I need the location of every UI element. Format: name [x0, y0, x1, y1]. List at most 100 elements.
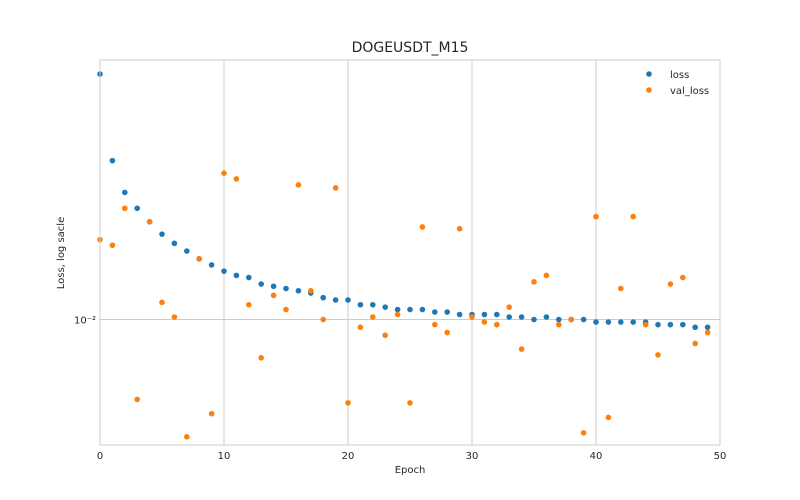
data-point-val-loss	[506, 304, 512, 310]
data-point-val-loss	[109, 242, 116, 249]
y-tick-label: 10⁻²	[74, 316, 96, 327]
data-point-val-loss	[556, 321, 562, 328]
data-point-val-loss	[680, 274, 686, 281]
data-point-val-loss	[283, 306, 289, 313]
y-tick-labels: 10⁻²	[74, 316, 96, 327]
x-tick-label: 40	[590, 451, 603, 462]
data-point-loss	[382, 304, 389, 310]
legend-marker-loss	[646, 71, 652, 77]
data-point-loss	[184, 248, 190, 254]
data-point-loss	[109, 157, 116, 164]
data-point-val-loss	[270, 292, 277, 299]
data-point-loss	[295, 287, 302, 294]
data-point-loss	[506, 314, 512, 320]
data-point-val-loss	[494, 321, 500, 328]
data-point-val-loss	[655, 352, 661, 358]
data-point-loss	[593, 319, 599, 325]
data-point-loss	[159, 231, 165, 237]
data-point-val-loss	[568, 316, 574, 323]
data-point-val-loss	[146, 218, 153, 225]
data-point-val-loss	[469, 314, 475, 320]
data-point-loss	[407, 306, 413, 313]
data-point-loss	[370, 301, 376, 308]
data-point-loss	[704, 324, 711, 331]
data-point-val-loss	[134, 396, 140, 403]
data-point-loss	[432, 309, 438, 315]
data-points	[97, 71, 711, 440]
data-point-loss	[655, 321, 661, 328]
data-point-loss	[270, 283, 277, 290]
data-point-val-loss	[246, 301, 252, 308]
data-point-loss	[171, 240, 178, 247]
data-point-val-loss	[308, 287, 314, 294]
data-point-loss	[258, 281, 265, 287]
data-point-loss	[394, 306, 401, 313]
data-point-loss	[283, 285, 289, 292]
data-point-val-loss	[605, 414, 612, 421]
series-val-loss	[97, 170, 711, 440]
data-point-loss	[134, 205, 140, 212]
legend: loss val_loss	[646, 70, 709, 97]
data-point-loss	[494, 311, 500, 318]
x-tick-label: 20	[342, 451, 355, 462]
x-tick-label: 50	[714, 451, 727, 462]
data-point-val-loss	[208, 410, 215, 417]
data-point-val-loss	[258, 355, 265, 361]
data-point-loss	[543, 314, 550, 320]
data-point-val-loss	[233, 176, 240, 182]
x-tick-labels: 0 10 20 30 40 50	[97, 451, 727, 462]
data-point-val-loss	[593, 213, 599, 220]
data-point-loss	[320, 294, 327, 301]
data-point-val-loss	[159, 299, 165, 306]
x-axis-label: Epoch	[395, 465, 426, 476]
legend-marker-val-loss	[646, 87, 652, 93]
data-point-loss	[233, 272, 240, 279]
data-point-loss	[456, 311, 463, 318]
data-point-val-loss	[394, 311, 401, 318]
data-point-val-loss	[184, 434, 190, 440]
data-point-val-loss	[692, 340, 698, 347]
data-point-loss	[419, 306, 426, 313]
data-point-val-loss	[122, 205, 128, 212]
legend-label-loss: loss	[670, 70, 689, 81]
legend-label-val-loss: val_loss	[670, 86, 709, 97]
data-point-loss	[345, 297, 351, 303]
data-point-val-loss	[320, 316, 327, 323]
data-point-loss	[667, 321, 674, 328]
data-point-val-loss	[543, 272, 550, 279]
data-point-loss	[531, 316, 537, 323]
data-point-loss	[680, 321, 686, 328]
data-point-val-loss	[642, 321, 649, 328]
data-point-val-loss	[531, 279, 537, 285]
data-point-val-loss	[171, 314, 178, 320]
data-point-val-loss	[456, 225, 463, 232]
data-point-loss	[208, 262, 215, 268]
data-point-val-loss	[580, 430, 587, 436]
y-axis-label: Loss, log sacle	[56, 217, 67, 289]
data-point-val-loss	[382, 332, 389, 339]
x-tick-label: 10	[218, 451, 231, 462]
data-point-val-loss	[196, 256, 202, 262]
data-point-val-loss	[618, 285, 624, 292]
grid	[100, 60, 720, 445]
data-point-val-loss	[481, 319, 488, 325]
data-point-val-loss	[407, 400, 413, 406]
data-point-loss	[357, 301, 364, 308]
data-point-val-loss	[221, 170, 227, 176]
data-point-loss	[221, 268, 227, 274]
data-point-val-loss	[370, 314, 376, 320]
data-point-val-loss	[432, 321, 438, 328]
chart-title: DOGEUSDT_M15	[352, 40, 469, 56]
data-point-val-loss	[518, 346, 525, 352]
x-tick-label: 30	[466, 451, 479, 462]
data-point-loss	[605, 319, 612, 325]
data-point-val-loss	[444, 329, 451, 336]
data-point-loss	[122, 189, 128, 196]
data-point-loss	[518, 314, 525, 320]
data-point-loss	[481, 311, 488, 318]
data-point-val-loss	[630, 213, 636, 220]
data-point-val-loss	[295, 182, 302, 188]
data-point-loss	[444, 309, 451, 315]
